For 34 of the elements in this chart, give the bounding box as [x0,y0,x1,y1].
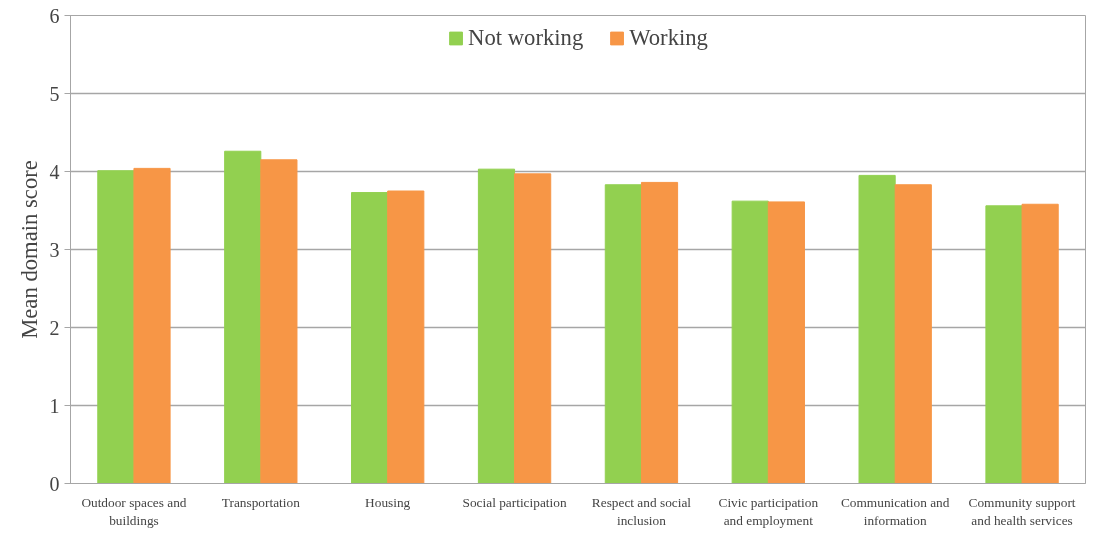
y-tick-label: 2 [49,316,60,339]
y-tick-label: 1 [49,394,60,417]
x-tick-label: Transportation [221,494,301,510]
bar [767,201,805,484]
x-tick-label: Outdoor spaces and buildings [81,494,187,528]
legend-label: Not working [468,25,584,51]
x-tick-label: Civic participation and employment [718,494,819,528]
bar [731,200,769,484]
y-tick-label: 0 [49,472,60,495]
bar [260,159,298,484]
bar [985,205,1023,484]
bar [133,167,171,484]
bar [858,174,896,484]
x-tick-label: Community support and health services [968,494,1076,528]
bar [387,190,425,484]
y-axis-title: Mean domain score [16,160,42,339]
y-tick-label: 5 [49,82,60,105]
bar [640,181,679,484]
x-tick-label: Communication and information [840,494,950,528]
bar [477,168,516,484]
bar [604,184,642,484]
bar [224,150,262,484]
x-tick-label: Social participation [462,494,567,510]
y-tick-label: 3 [49,238,60,261]
legend-label: Working [629,25,708,51]
x-tick-label: Housing [365,494,411,510]
bar [894,184,932,484]
bar [1021,203,1059,484]
y-tick-label: 4 [49,160,60,183]
bar [97,170,135,484]
y-tick-label: 6 [49,4,60,27]
x-tick-label: Respect and social inclusion [591,494,692,528]
bar [514,173,552,484]
bar [351,192,389,484]
